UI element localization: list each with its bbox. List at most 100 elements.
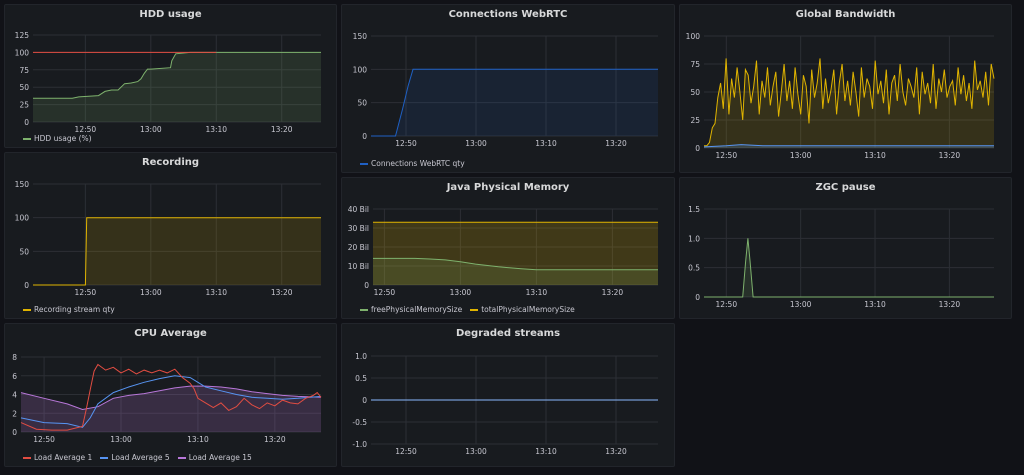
series-line — [371, 68, 658, 137]
y-tick-label: 1.0 — [688, 234, 700, 243]
java-physical-memory-chart: 0 10 Bil 20 Bil 30 Bil 40 Bil 12:50 13:00 13:10… — [348, 205, 658, 297]
x-tick-label: 13:20 — [605, 447, 627, 456]
series-area — [33, 52, 321, 122]
x-tick-label: 12:50 — [715, 300, 737, 309]
y-tick-label: 0 — [362, 132, 367, 141]
y-tick-label: -0.5 — [352, 418, 367, 427]
legend-label: freePhysicalMemorySize — [371, 305, 463, 314]
hdd-usage-chart: 0 25 50 75 100 125 12:50 13:00 13:10 13:20 — [15, 31, 321, 134]
y-tick-label: 10 Bil — [348, 262, 369, 271]
panel-java-physical-memory[interactable]: Java Physical Memory 0 10 Bil 20 Bil 30 Bil… — [341, 177, 675, 319]
panel-legend: HDD usage (%) — [23, 134, 100, 143]
y-tick-label: 0 — [364, 281, 369, 290]
y-tick-label: 1.0 — [355, 352, 367, 361]
x-tick-label: 13:00 — [465, 139, 487, 148]
x-tick-label: 13:00 — [465, 447, 487, 456]
legend-label: HDD usage (%) — [34, 134, 92, 143]
panel-connections-webrtc[interactable]: Connections WebRTC 0 50 100 150 12:50 13:00 13… — [341, 4, 675, 173]
x-tick-label: 13:00 — [790, 300, 812, 309]
panel-legend: Recording stream qty — [23, 305, 123, 314]
series-line — [704, 238, 994, 298]
series-area — [373, 258, 658, 285]
degraded-streams-chart: -1.0 -0.5 0 0.5 1.0 12:50 13:00 13:10 13:20 — [352, 352, 658, 456]
y-tick-label: 0.5 — [688, 264, 700, 273]
panel-title[interactable]: Java Physical Memory — [446, 182, 570, 193]
panel-title[interactable]: Degraded streams — [455, 328, 561, 339]
y-tick-label: 150 — [353, 32, 368, 41]
legend-item[interactable]: Connections WebRTC qty — [360, 159, 465, 168]
legend-item[interactable]: Load Average 5 — [100, 453, 170, 462]
x-tick-label: 13:20 — [271, 125, 293, 134]
series-line — [373, 257, 658, 271]
legend-item[interactable]: Load Average 15 — [177, 453, 252, 462]
y-tick-label: 4 — [12, 391, 17, 400]
legend-swatch — [23, 457, 31, 459]
series-area — [704, 58, 994, 148]
legend-item[interactable]: Recording stream qty — [23, 305, 115, 314]
legend-item[interactable]: Load Average 1 — [23, 453, 92, 462]
panel-legend: Load Average 1 Load Average 5 Load Average… — [23, 453, 260, 462]
panel-cpu-average[interactable]: CPU Average 0 2 4 6 8 12:50 13:00 13:10 13:20 Lo… — [4, 323, 337, 467]
legend-swatch — [177, 457, 186, 459]
panel-title[interactable]: CPU Average — [134, 328, 207, 339]
panel-title[interactable]: Global Bandwidth — [795, 9, 896, 20]
panel-degraded-streams[interactable]: Degraded streams -1.0 -0.5 0 0.5 1.0 12:50 13:… — [341, 323, 675, 467]
x-tick-label: 13:10 — [864, 300, 886, 309]
zgc-pause-chart: 0 0.5 1.0 1.5 12:50 13:00 13:10 13:20 — [688, 205, 994, 309]
x-tick-label: 12:50 — [75, 288, 97, 297]
series-area — [33, 217, 321, 285]
y-tick-label: 0.5 — [355, 374, 367, 383]
legend-swatch — [470, 309, 479, 311]
panel-title[interactable]: Recording — [141, 157, 200, 168]
panel-legend: Connections WebRTC qty — [360, 159, 473, 168]
y-tick-label: 50 — [19, 83, 29, 92]
x-tick-label: 13:00 — [140, 125, 162, 134]
y-tick-label: 25 — [690, 116, 700, 125]
x-tick-label: 12:50 — [374, 288, 396, 297]
panel-zgc-pause[interactable]: ZGC pause 0 0.5 1.0 1.5 12:50 13:00 13:10 13:20 — [679, 177, 1012, 319]
series-line — [703, 144, 994, 148]
legend-label: Load Average 1 — [34, 453, 93, 462]
legend-swatch — [100, 457, 109, 459]
y-tick-label: 0 — [24, 118, 29, 127]
y-tick-label: 75 — [19, 66, 29, 75]
y-tick-label: 1.5 — [688, 205, 700, 214]
x-tick-label: 13:10 — [864, 151, 886, 160]
legend-item[interactable]: freePhysicalMemorySize — [360, 305, 462, 314]
y-tick-label: 0 — [24, 281, 29, 290]
panel-hdd-usage[interactable]: HDD usage 0 25 50 75 100 125 12:50 13:00 13:10 13… — [4, 4, 337, 148]
x-tick-label: 12:50 — [715, 151, 737, 160]
x-tick-label: 13:10 — [205, 288, 227, 297]
x-tick-label: 13:10 — [187, 435, 209, 444]
legend-swatch — [23, 138, 31, 140]
legend-item[interactable]: HDD usage (%) — [23, 134, 92, 143]
global-bandwidth-chart: 0 25 50 75 100 12:50 13:00 13:10 13:20 — [686, 32, 995, 160]
x-tick-label: 13:00 — [790, 151, 812, 160]
y-tick-label: 0 — [362, 396, 367, 405]
panel-title[interactable]: HDD usage — [139, 9, 202, 20]
legend-label: Connections WebRTC qty — [371, 159, 465, 168]
x-tick-label: 13:20 — [939, 300, 961, 309]
x-tick-label: 12:50 — [395, 139, 417, 148]
y-tick-label: 40 Bil — [348, 205, 369, 214]
y-tick-label: 8 — [12, 353, 17, 362]
y-tick-label: 75 — [690, 60, 700, 69]
legend-swatch — [360, 163, 368, 165]
panel-global-bandwidth[interactable]: Global Bandwidth 0 25 50 75 100 12:50 13:00 13:… — [679, 4, 1012, 173]
y-tick-label: 0 — [695, 144, 700, 153]
y-tick-label: 100 — [15, 214, 30, 223]
panel-recording[interactable]: Recording 0 50 100 150 12:50 13:00 13:10 13:20 … — [4, 152, 337, 319]
y-tick-label: 30 Bil — [348, 224, 369, 233]
y-tick-label: 2 — [12, 409, 17, 418]
legend-item[interactable]: totalPhysicalMemorySize — [470, 305, 575, 314]
y-tick-label: 100 — [15, 48, 30, 57]
panel-title[interactable]: Connections WebRTC — [448, 9, 568, 20]
legend-label: Load Average 15 — [188, 453, 252, 462]
series-line — [20, 375, 322, 428]
x-tick-label: 13:20 — [602, 288, 624, 297]
x-tick-label: 13:10 — [535, 139, 557, 148]
cpu-average-chart: 0 2 4 6 8 12:50 13:00 13:10 13:20 — [12, 353, 322, 444]
panel-title[interactable]: ZGC pause — [815, 182, 876, 193]
legend-label: totalPhysicalMemorySize — [481, 305, 575, 314]
series-line — [33, 51, 321, 99]
